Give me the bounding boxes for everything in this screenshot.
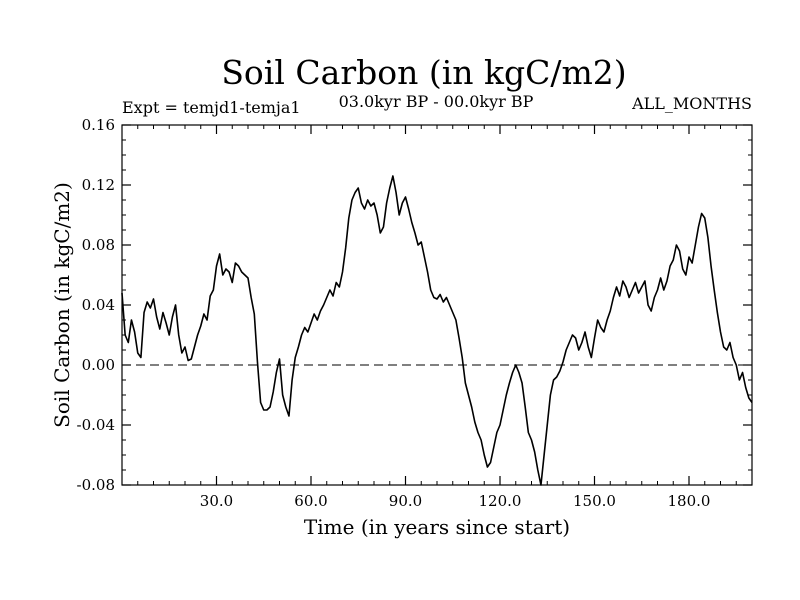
y-tick-label: 0.04 xyxy=(82,296,115,314)
x-tick-label: 120.0 xyxy=(479,492,522,510)
y-tick-label: 0.16 xyxy=(82,116,115,134)
y-tick-label: 0.12 xyxy=(82,176,115,194)
chart-title: Soil Carbon (in kgC/m2) xyxy=(221,53,626,92)
y-tick-label: 0.08 xyxy=(82,236,115,254)
months-label: ALL_MONTHS xyxy=(631,94,752,113)
x-tick-label: 150.0 xyxy=(573,492,616,510)
period-label: 03.0kyr BP - 00.0kyr BP xyxy=(339,92,534,111)
series-line-soil-carbon xyxy=(121,175,753,486)
x-axis-label: Time (in years since start) xyxy=(304,515,570,539)
x-tick-label: 60.0 xyxy=(294,492,327,510)
x-tick-label: 30.0 xyxy=(200,492,233,510)
y-tick-label: 0.00 xyxy=(82,356,115,374)
plot-area: 30.0 60.0 90.0 120.0 150.0 180.0 0.16 0.12 0.08 0… xyxy=(77,116,753,510)
experiment-label: Expt = temjd1-temja1 xyxy=(122,98,301,117)
y-axis-label: Soil Carbon (in kgC/m2) xyxy=(50,182,74,428)
y-tick-label: -0.04 xyxy=(77,416,115,434)
x-tick-label: 90.0 xyxy=(389,492,422,510)
plot-frame xyxy=(121,124,753,486)
y-tick-label: -0.08 xyxy=(77,476,115,494)
x-tick-label: 180.0 xyxy=(668,492,711,510)
